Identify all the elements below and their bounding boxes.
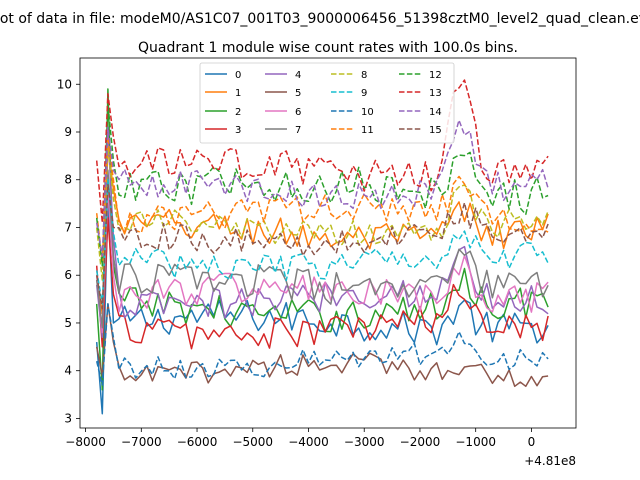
legend-label-2: 2 [235, 107, 241, 118]
series-line-7 [95, 169, 549, 329]
legend-label-0: 0 [235, 70, 241, 81]
y-tick-label: 4 [64, 364, 72, 378]
y-tick-label: 8 [64, 173, 72, 187]
series-line-10 [95, 303, 549, 386]
plot-frame [79, 57, 577, 429]
y-axis: 3 4 5 6 7 8 9 10 [57, 77, 80, 425]
legend-label-3: 3 [235, 125, 241, 136]
legend-label-4: 4 [295, 70, 301, 81]
legend-label-15: 15 [429, 125, 442, 136]
legend-label-14: 14 [429, 107, 442, 118]
series-layer [95, 79, 549, 415]
legend-label-9: 9 [361, 88, 367, 99]
y-tick-label: 3 [64, 411, 72, 425]
series-line-13 [95, 79, 549, 224]
legend-label-1: 1 [235, 88, 241, 99]
x-tick-label: −2000 [400, 435, 441, 449]
series-line-14 [95, 119, 549, 257]
series-line-6 [95, 188, 549, 334]
x-tick-label: −8000 [65, 435, 106, 449]
series-line-0 [95, 198, 549, 415]
legend-frame [199, 62, 455, 144]
x-tick-label: −4000 [288, 435, 329, 449]
legend-label-11: 11 [361, 125, 374, 136]
legend-label-10: 10 [361, 107, 374, 118]
series-line-9 [95, 178, 549, 305]
x-tick-label: −3000 [344, 435, 385, 449]
series-line-8 [95, 145, 549, 281]
legend-label-12: 12 [429, 70, 442, 81]
y-tick-label: 7 [64, 220, 72, 234]
series-line-3 [95, 217, 549, 350]
legend-label-7: 7 [295, 125, 301, 136]
chart-title: Quadrant 1 module wise count rates with … [138, 40, 518, 56]
series-line-2 [95, 88, 549, 391]
x-tick-label: 0 [528, 435, 536, 449]
x-tick-label: −6000 [177, 435, 218, 449]
series-line-5 [95, 303, 549, 388]
series-line-12 [95, 102, 549, 267]
figure-suptitle: Plot of data in file: modeM0/AS1C07_001T… [0, 11, 640, 27]
x-tick-label: −1000 [455, 435, 496, 449]
legend-label-13: 13 [429, 88, 442, 99]
series-line-11 [95, 136, 549, 262]
y-tick-label: 9 [64, 125, 72, 139]
x-offset-label: +4.81e8 [524, 454, 576, 468]
x-tick-label: −5000 [232, 435, 273, 449]
y-tick-label: 10 [57, 77, 72, 91]
series-line-15 [95, 183, 549, 310]
legend-label-5: 5 [295, 88, 301, 99]
legend-label-8: 8 [361, 70, 367, 81]
y-tick-label: 5 [64, 316, 72, 330]
legend-label-6: 6 [295, 107, 301, 118]
x-tick-label: −7000 [121, 435, 162, 449]
x-axis: −8000 −7000 −6000 −5000 −4000 −3000 −2000 −1000… [65, 428, 535, 449]
y-tick-label: 6 [64, 268, 72, 282]
